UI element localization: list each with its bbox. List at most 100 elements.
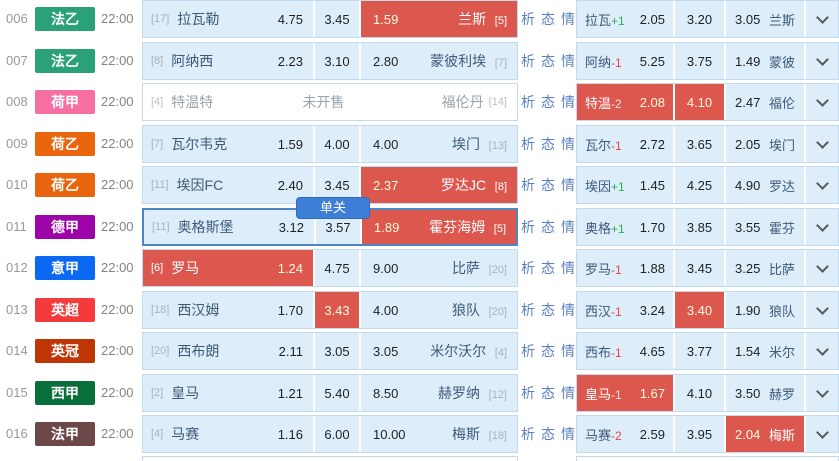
handicap-home-odds-cell[interactable]: 特温-2 2.08 — [577, 84, 673, 120]
analysis-link[interactable]: 析 — [521, 94, 535, 110]
handicap-away-odds-cell[interactable]: 3.05 兰斯 — [726, 1, 804, 37]
analysis-link[interactable]: 析 — [521, 219, 535, 235]
status-link[interactable]: 态 — [541, 94, 555, 110]
handicap-home-odds-cell[interactable]: 西布-1 4.65 — [577, 333, 673, 369]
intel-link[interactable]: 情 — [561, 302, 575, 318]
expand-row-button[interactable] — [806, 375, 838, 411]
home-win-odds-cell[interactable]: [4] 马赛 1.16 — [143, 416, 313, 452]
analysis-link[interactable]: 析 — [521, 426, 535, 442]
status-link[interactable]: 态 — [541, 11, 555, 27]
home-win-odds-cell[interactable]: [8] 阿纳西 2.23 — [143, 43, 313, 79]
status-link[interactable]: 态 — [541, 260, 555, 276]
intel-link[interactable]: 情 — [561, 343, 575, 359]
intel-link[interactable]: 情 — [561, 177, 575, 193]
draw-odds-cell[interactable]: 5.40 — [315, 375, 359, 411]
draw-odds-cell[interactable]: 4.75 — [315, 250, 359, 286]
draw-odds-cell[interactable]: 3.10 — [315, 43, 359, 79]
home-win-odds-cell[interactable]: [7] 瓦尔韦克 1.59 — [143, 126, 313, 162]
expand-row-button[interactable] — [806, 43, 838, 79]
intel-link[interactable]: 情 — [561, 136, 575, 152]
intel-link[interactable]: 情 — [561, 260, 575, 276]
handicap-draw-odds-cell[interactable]: 3.85 — [675, 209, 724, 245]
draw-odds-cell[interactable]: 3.43 — [315, 292, 359, 328]
handicap-away-odds-cell[interactable]: 2.47 福伦 — [726, 84, 804, 120]
expand-row-button[interactable] — [806, 167, 838, 203]
home-win-odds-cell[interactable]: [2] 皇马 1.21 — [143, 375, 313, 411]
handicap-draw-odds-cell[interactable]: 4.25 — [675, 167, 724, 203]
handicap-home-odds-cell[interactable]: 阿纳-1 5.25 — [577, 43, 673, 79]
intel-link[interactable]: 情 — [561, 385, 575, 401]
away-win-odds-cell[interactable]: 10.00 梅斯 [18] — [361, 416, 517, 452]
expand-row-button[interactable] — [806, 292, 838, 328]
intel-link[interactable]: 情 — [561, 94, 575, 110]
away-win-odds-cell[interactable]: 2.80 蒙彼利埃 [7] — [361, 43, 517, 79]
handicap-away-odds-cell[interactable]: 1.90 狼队 — [726, 292, 804, 328]
handicap-away-odds-cell[interactable]: 3.50 赫罗 — [726, 375, 804, 411]
status-link[interactable]: 态 — [541, 136, 555, 152]
handicap-home-odds-cell[interactable]: 埃因+1 1.45 — [577, 167, 673, 203]
away-win-odds-cell[interactable]: 9.00 比萨 [20] — [361, 250, 517, 286]
home-win-odds-cell[interactable]: [17] 拉瓦勒 4.75 — [143, 1, 313, 37]
analysis-link[interactable]: 析 — [521, 385, 535, 401]
away-win-odds-cell[interactable]: 3.05 米尔沃尔 [4] — [361, 333, 517, 369]
handicap-away-odds-cell[interactable]: 3.55 霍芬 — [726, 209, 804, 245]
analysis-link[interactable]: 析 — [521, 136, 535, 152]
handicap-home-odds-cell[interactable]: 皇马-1 1.67 — [577, 375, 673, 411]
status-link[interactable]: 态 — [541, 426, 555, 442]
handicap-away-odds-cell[interactable]: 3.25 比萨 — [726, 250, 804, 286]
status-link[interactable]: 态 — [541, 343, 555, 359]
handicap-home-odds-cell[interactable]: 拉瓦+1 2.05 — [577, 1, 673, 37]
expand-row-button[interactable] — [806, 250, 838, 286]
draw-odds-cell[interactable]: 3.45 — [315, 1, 359, 37]
status-link[interactable]: 态 — [541, 219, 555, 235]
expand-row-button[interactable] — [806, 1, 838, 37]
expand-row-button[interactable] — [806, 126, 838, 162]
analysis-link[interactable]: 析 — [521, 177, 535, 193]
handicap-away-odds-cell[interactable]: 4.90 罗达 — [726, 167, 804, 203]
home-win-odds-cell[interactable]: [6] 罗马 1.24 — [143, 250, 313, 286]
home-win-odds-cell[interactable]: [20] 西布朗 2.11 — [143, 333, 313, 369]
handicap-draw-odds-cell[interactable]: 3.75 — [675, 43, 724, 79]
status-link[interactable]: 态 — [541, 385, 555, 401]
home-win-odds-cell[interactable]: [11] 奥格斯堡 3.12 — [144, 210, 314, 244]
intel-link[interactable]: 情 — [561, 426, 575, 442]
status-link[interactable]: 态 — [541, 53, 555, 69]
draw-odds-cell[interactable]: 3.05 — [315, 333, 359, 369]
intel-link[interactable]: 情 — [561, 53, 575, 69]
handicap-draw-odds-cell[interactable]: 3.20 — [675, 1, 724, 37]
expand-row-button[interactable] — [806, 333, 838, 369]
handicap-away-odds-cell[interactable]: 2.04 梅斯 — [726, 416, 804, 452]
intel-link[interactable]: 情 — [561, 11, 575, 27]
analysis-link[interactable]: 析 — [521, 343, 535, 359]
handicap-away-odds-cell[interactable]: 1.49 蒙彼 — [726, 43, 804, 79]
handicap-draw-odds-cell[interactable]: 3.40 — [675, 292, 724, 328]
handicap-draw-odds-cell[interactable]: 3.45 — [675, 250, 724, 286]
away-win-odds-cell[interactable]: 8.50 赫罗纳 [12] — [361, 375, 517, 411]
handicap-home-odds-cell[interactable]: 奥格+1 1.70 — [577, 209, 673, 245]
draw-odds-cell[interactable]: 6.00 — [315, 416, 359, 452]
handicap-draw-odds-cell[interactable]: 3.95 — [675, 416, 724, 452]
away-win-odds-cell[interactable]: 4.00 埃门 [13] — [361, 126, 517, 162]
status-link[interactable]: 态 — [541, 177, 555, 193]
handicap-home-odds-cell[interactable]: 瓦尔-1 2.72 — [577, 126, 673, 162]
analysis-link[interactable]: 析 — [521, 260, 535, 276]
analysis-link[interactable]: 析 — [521, 53, 535, 69]
handicap-draw-odds-cell[interactable]: 4.10 — [675, 84, 724, 120]
handicap-draw-odds-cell[interactable]: 3.65 — [675, 126, 724, 162]
away-win-odds-cell[interactable]: 2.37 罗达JC [8] — [361, 167, 517, 203]
analysis-link[interactable]: 析 — [521, 302, 535, 318]
expand-row-button[interactable] — [806, 209, 838, 245]
expand-row-button[interactable] — [806, 84, 838, 120]
analysis-link[interactable]: 析 — [521, 11, 535, 27]
expand-row-button[interactable] — [806, 416, 838, 452]
home-win-odds-cell[interactable]: [18] 西汉姆 1.70 — [143, 292, 313, 328]
status-link[interactable]: 态 — [541, 302, 555, 318]
handicap-home-odds-cell[interactable]: 西汉-1 3.24 — [577, 292, 673, 328]
handicap-away-odds-cell[interactable]: 2.05 埃门 — [726, 126, 804, 162]
away-win-odds-cell[interactable]: 1.89 霍芬海姆 [5] — [362, 210, 516, 244]
away-win-odds-cell[interactable]: 1.59 兰斯 [5] — [361, 1, 517, 37]
draw-odds-cell[interactable]: 4.00 — [315, 126, 359, 162]
home-win-odds-cell[interactable]: [11] 埃因FC 2.40 — [143, 167, 313, 203]
handicap-draw-odds-cell[interactable]: 3.77 — [675, 333, 724, 369]
handicap-away-odds-cell[interactable]: 1.54 米尔 — [726, 333, 804, 369]
